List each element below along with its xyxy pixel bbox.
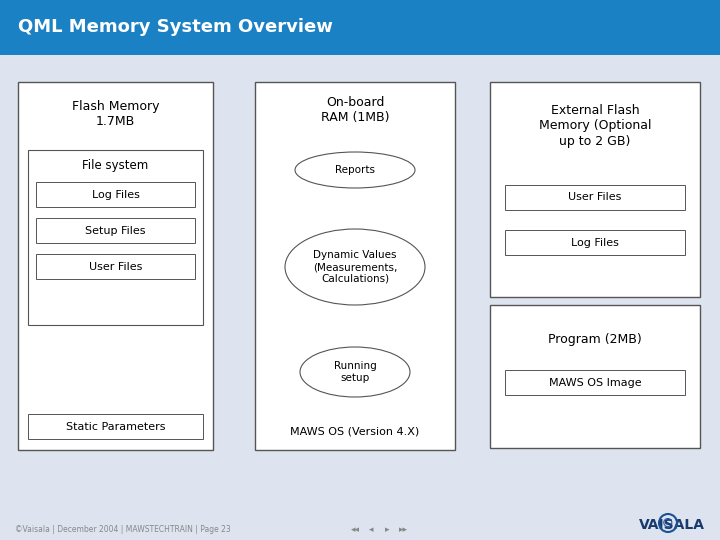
Bar: [18, 82, 213, 450]
Bar: [36, 182, 195, 207]
Text: Static Parameters: Static Parameters: [66, 422, 166, 431]
Bar: [490, 305, 700, 448]
Text: On-board
RAM (1MB): On-board RAM (1MB): [320, 96, 390, 124]
Text: MAWS OS Image: MAWS OS Image: [549, 377, 642, 388]
Text: VAISALA: VAISALA: [639, 518, 705, 532]
Bar: [505, 370, 685, 395]
Text: User Files: User Files: [89, 261, 142, 272]
Bar: [255, 82, 455, 450]
Text: ▸: ▸: [384, 525, 390, 535]
Text: ⊙: ⊙: [662, 516, 674, 530]
Bar: [28, 150, 203, 325]
Text: External Flash
Memory (Optional
up to 2 GB): External Flash Memory (Optional up to 2 …: [539, 105, 652, 147]
Text: ▸▸: ▸▸: [398, 525, 408, 535]
Bar: [490, 82, 700, 297]
Text: Reports: Reports: [335, 165, 375, 175]
Text: ◂◂: ◂◂: [351, 525, 359, 535]
Text: File system: File system: [82, 159, 148, 172]
Text: QML Memory System Overview: QML Memory System Overview: [18, 18, 333, 37]
Bar: [28, 414, 203, 439]
Bar: [505, 230, 685, 255]
Bar: [36, 218, 195, 243]
Text: Flash Memory
1.7MB: Flash Memory 1.7MB: [72, 100, 159, 128]
Text: Log Files: Log Files: [571, 238, 619, 247]
Ellipse shape: [285, 229, 425, 305]
Bar: [36, 254, 195, 279]
Text: Dynamic Values
(Measurements,
Calculations): Dynamic Values (Measurements, Calculatio…: [312, 251, 397, 284]
Text: Setup Files: Setup Files: [85, 226, 145, 235]
Text: Running
setup: Running setup: [333, 361, 377, 383]
Text: Program (2MB): Program (2MB): [548, 334, 642, 347]
Text: Log Files: Log Files: [91, 190, 140, 199]
Bar: [0, 0, 720, 55]
Text: ©Vaisala | December 2004 | MAWSTECHTRAIN | Page 23: ©Vaisala | December 2004 | MAWSTECHTRAIN…: [15, 525, 230, 535]
Ellipse shape: [300, 347, 410, 397]
Bar: [505, 185, 685, 210]
Text: MAWS OS (Version 4.X): MAWS OS (Version 4.X): [290, 427, 420, 437]
Ellipse shape: [295, 152, 415, 188]
Text: User Files: User Files: [568, 192, 621, 202]
Text: ◂: ◂: [369, 525, 373, 535]
